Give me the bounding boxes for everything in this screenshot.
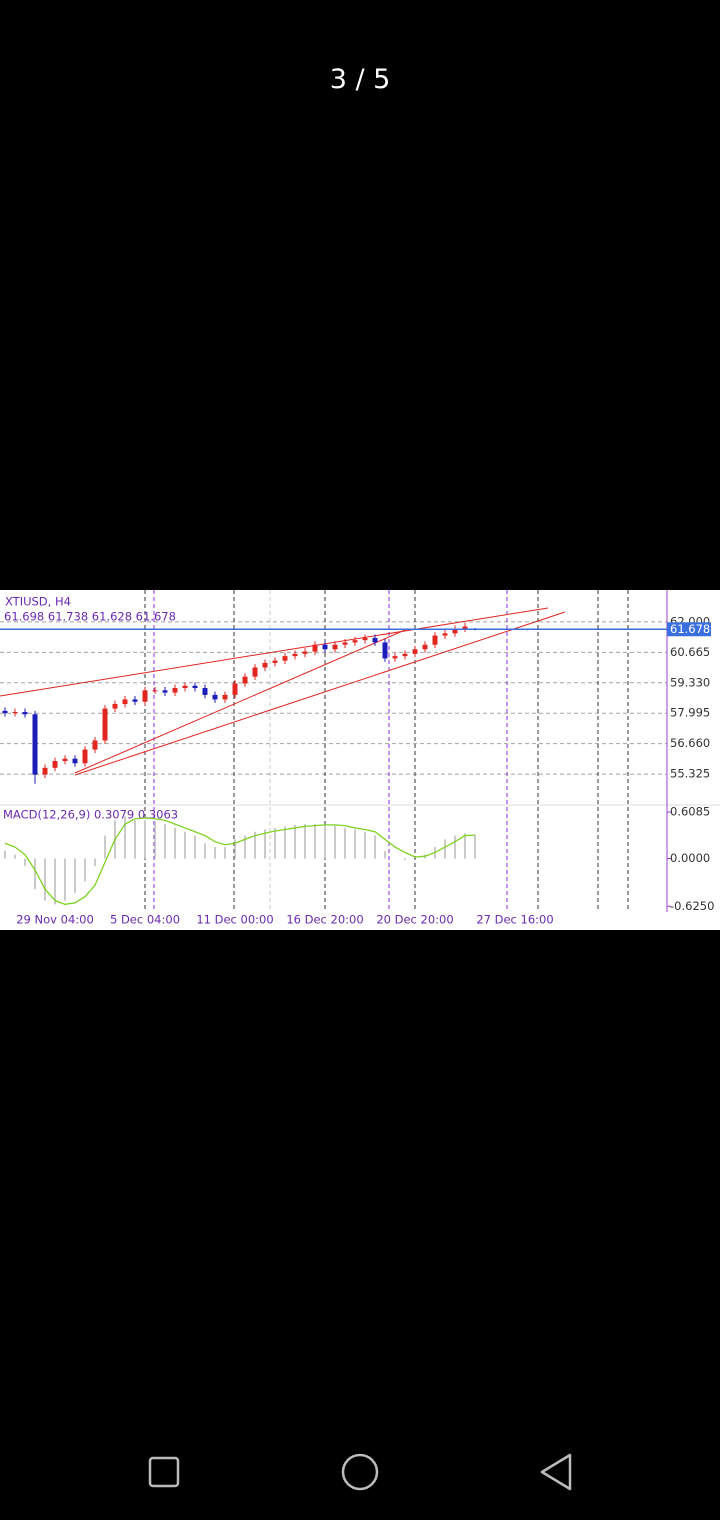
candle-body (462, 626, 468, 629)
x-tick-label: 27 Dec 16:00 (476, 913, 553, 927)
candle-body (142, 690, 148, 702)
candle-body (222, 694, 228, 700)
candle-body (152, 690, 158, 692)
candle-body (442, 633, 448, 636)
candle-body (132, 699, 138, 702)
candle-body (322, 644, 328, 650)
candle-body (82, 749, 88, 764)
last-price-label: 61.678 (670, 622, 710, 636)
candle-body (252, 667, 258, 677)
candle-body (162, 690, 168, 693)
navigation-bar (148, 1453, 572, 1491)
candle-body (112, 703, 118, 709)
home-button[interactable] (341, 1453, 379, 1491)
candle-body (432, 635, 438, 645)
macd-label: MACD(12,26,9) 0.3079 0.3063 (3, 808, 178, 822)
macd-tick-label: 0.0000 (670, 851, 710, 865)
y-tick-label: 59.330 (670, 675, 710, 689)
candle-body (292, 653, 298, 657)
candle-body (12, 711, 18, 714)
x-tick-label: 20 Dec 20:00 (376, 913, 453, 927)
candle-body (372, 637, 378, 643)
y-tick-label: 57.995 (670, 706, 710, 720)
candle-body (242, 676, 248, 684)
candle-body (122, 699, 128, 704)
candle-body (332, 644, 338, 650)
x-tick-label: 16 Dec 20:00 (286, 913, 363, 927)
y-tick-label: 55.325 (670, 767, 710, 781)
candle-body (232, 683, 238, 695)
candle-body (22, 711, 28, 715)
x-tick-label: 5 Dec 04:00 (110, 913, 180, 927)
candle-body (172, 688, 178, 693)
candle-body (212, 694, 218, 700)
candle-body (412, 649, 418, 654)
candle-body (282, 656, 288, 661)
candle-body (52, 760, 58, 768)
candle-body (312, 644, 318, 652)
candle-body (342, 642, 348, 645)
symbol-label: XTIUSD, H4 (5, 595, 71, 609)
candle-body (2, 710, 8, 714)
candle-body (352, 640, 358, 643)
candle-body (392, 656, 398, 659)
candle-body (272, 660, 278, 663)
candle-body (402, 653, 408, 657)
candle-body (262, 662, 268, 668)
candle-body (32, 714, 38, 775)
image-counter: 3 / 5 (329, 64, 391, 95)
ohlc-label: 61.698 61.738 61.628 61.678 (4, 610, 176, 624)
y-tick-label: 56.660 (670, 736, 710, 750)
candle-body (362, 637, 368, 641)
back-button[interactable] (540, 1453, 572, 1491)
candle-body (42, 767, 48, 775)
candle-body (182, 685, 188, 689)
y-tick-label: 60.665 (670, 645, 710, 659)
chart: XTIUSD, H4 61.698 61.738 61.628 61.678 M… (0, 590, 720, 930)
candle-body (302, 651, 308, 654)
recent-apps-button[interactable] (148, 1456, 180, 1488)
candle-body (62, 758, 68, 761)
macd-tick-label: -0.6250 (670, 899, 714, 913)
candle-body (382, 642, 388, 659)
candle-body (72, 758, 78, 764)
x-tick-label: 11 Dec 00:00 (196, 913, 273, 927)
macd-signal-line (4, 817, 476, 906)
candle-body (422, 644, 428, 650)
x-tick-label: 29 Nov 04:00 (16, 913, 94, 927)
candle-body (102, 708, 108, 741)
macd-tick-label: 0.6085 (670, 804, 710, 818)
candle-body (452, 628, 458, 634)
candle-body (192, 685, 198, 689)
candle-body (202, 688, 208, 695)
last-price-box (667, 622, 711, 637)
candle-body (92, 740, 98, 750)
